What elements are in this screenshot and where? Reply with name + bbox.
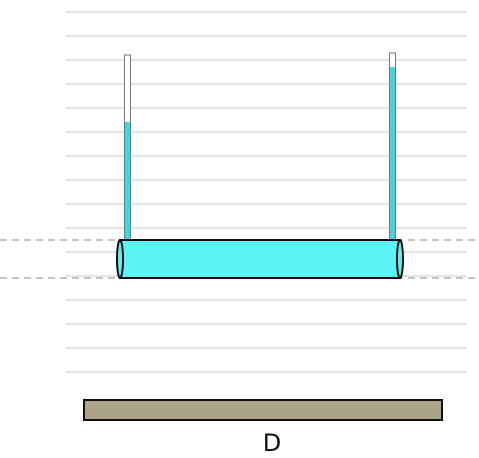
- pipe-end-left: [116, 239, 124, 279]
- pipe: [119, 239, 401, 279]
- right-liquid: [390, 67, 395, 240]
- label: D: [263, 429, 281, 457]
- base-plate: [83, 399, 443, 421]
- left-liquid: [125, 122, 130, 240]
- pipe-end-right: [396, 239, 404, 279]
